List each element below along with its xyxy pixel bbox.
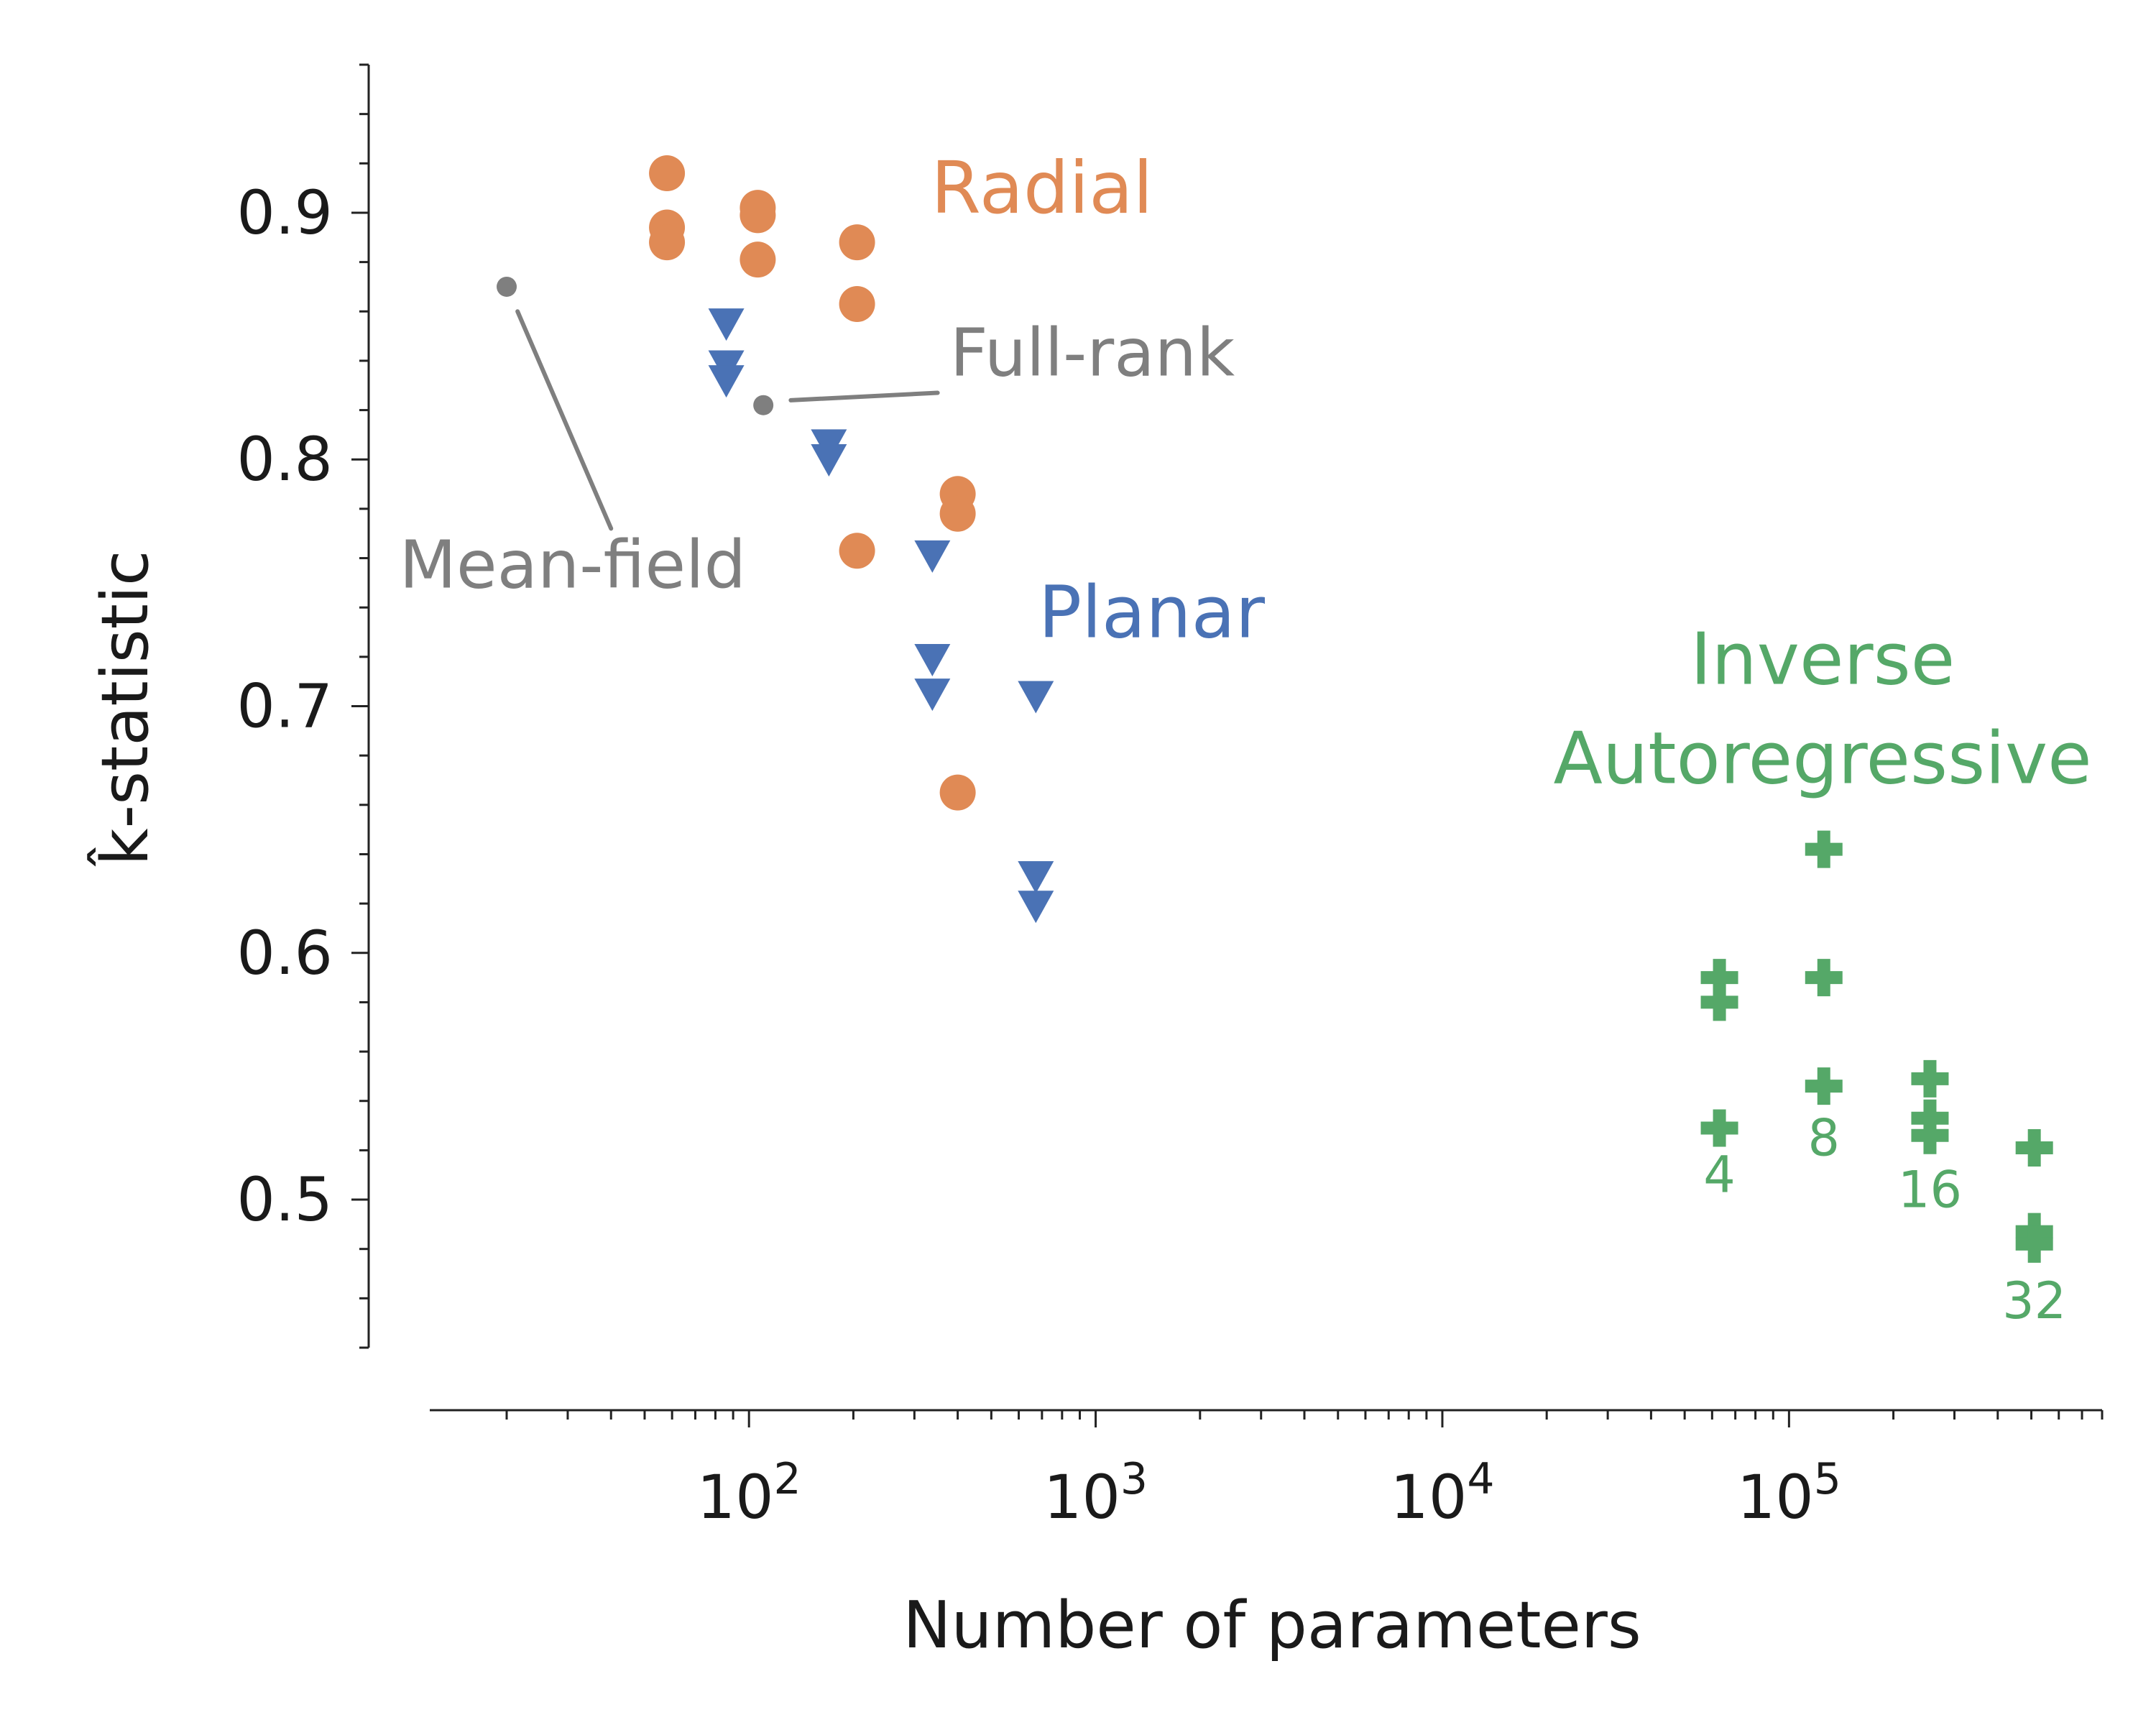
data-point [1805, 830, 1843, 868]
series-label: Planar [1038, 570, 1266, 654]
y-axis: 0.5 0.6 0.7 0.8 0.9 [236, 63, 370, 1349]
data-point [708, 365, 745, 398]
y-tick-label: 0.6 [236, 918, 333, 988]
data-point [1700, 959, 1738, 997]
series-label: Autoregressive [1553, 717, 2091, 801]
data-point [1018, 891, 1054, 924]
y-tick-label: 0.5 [236, 1164, 333, 1235]
x-axis-title: Number of parameters [903, 1588, 1641, 1663]
data-point [839, 224, 875, 261]
data-point [914, 540, 951, 573]
data-point [740, 197, 776, 234]
y-axis-title: k̂-statistic [87, 551, 163, 867]
data-point [2015, 1225, 2053, 1263]
data-point [708, 308, 745, 341]
data-point [649, 155, 686, 192]
series-label: Inverse [1690, 617, 1955, 702]
data-point [1700, 1109, 1738, 1147]
data-point [1018, 681, 1054, 714]
annotation-label: 32 [2002, 1271, 2066, 1330]
series-label: Radial [931, 146, 1153, 230]
annotation-label: 4 [1703, 1146, 1736, 1205]
data-point [939, 774, 976, 811]
x-tick-label: 103 [1044, 1454, 1148, 1532]
data-point [753, 395, 774, 415]
data-point [1700, 983, 1738, 1021]
data-point [914, 678, 951, 712]
data-point [1911, 1116, 1949, 1154]
data-point [649, 224, 686, 261]
y-tick-label: 0.8 [236, 424, 333, 494]
annotation-label: 8 [1808, 1108, 1841, 1167]
x-axis: 102 103 104 105 [430, 1409, 2104, 1532]
data-point [939, 495, 976, 532]
data-point [497, 276, 517, 297]
data-point [1805, 959, 1843, 997]
data-point [740, 242, 776, 278]
data-point [1018, 861, 1054, 894]
leader-line [515, 309, 614, 531]
y-tick-label: 0.7 [236, 671, 333, 742]
x-tick-label: 102 [697, 1454, 801, 1532]
x-tick-label: 104 [1390, 1454, 1494, 1532]
data-point [839, 285, 875, 322]
data-point [839, 533, 875, 569]
x-tick-label: 105 [1737, 1454, 1841, 1532]
y-tick-label: 0.9 [236, 178, 333, 248]
data-point [914, 644, 951, 677]
series-label: Full-rank [950, 315, 1235, 392]
data-point [1805, 1067, 1843, 1105]
leader-line [788, 390, 940, 402]
plot-area: Radial Planar Inverse Autoregressive Full-ra… [400, 146, 2092, 1330]
annotation-label: 16 [1898, 1160, 1962, 1219]
data-point [811, 443, 847, 477]
data-point [2015, 1128, 2053, 1167]
data-point [1911, 1059, 1949, 1098]
series-label: Mean-field [400, 527, 746, 604]
